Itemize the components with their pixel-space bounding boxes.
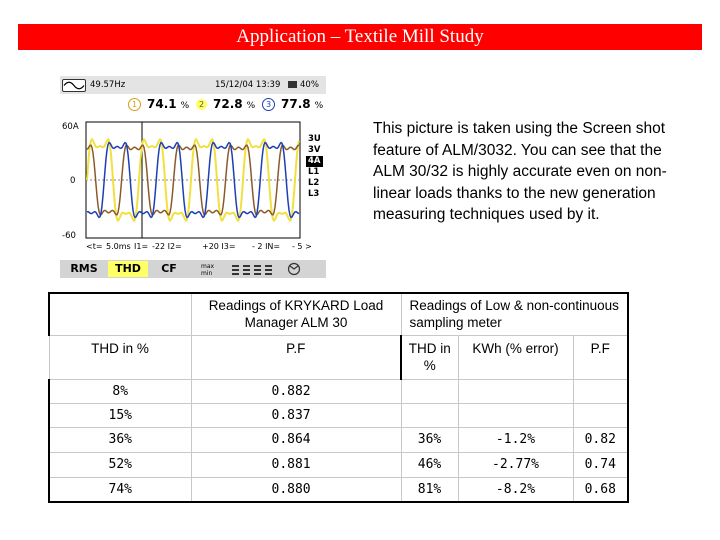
side-label-l1[interactable]: L1 <box>308 167 320 177</box>
description-text: This picture is taken using the Screen s… <box>373 120 667 223</box>
row-pf: 0.837 <box>190 402 402 428</box>
cursor-time-value: 5.0ms <box>106 242 131 251</box>
svg-text:max: max <box>201 263 215 270</box>
row-kwh: -2.77% <box>457 451 574 478</box>
row-pf2 <box>572 402 629 428</box>
waveform-yellow <box>86 137 300 223</box>
col-thd2-header: THD in % <box>400 334 459 380</box>
settings-dial-icon[interactable] <box>284 262 304 276</box>
row-thd: 36% <box>48 426 192 453</box>
table-row: 36% 0.864 36% -1.2% 0.82 <box>48 426 629 453</box>
row-pf: 0.881 <box>190 451 402 478</box>
col-pf2-header: P.F <box>572 334 629 380</box>
cursor-i1-value: I1= <box>134 242 149 251</box>
table-header-row: Readings of KRYKARD Load Manager ALM 30 … <box>48 292 629 336</box>
row-pf2: 0.74 <box>572 451 629 478</box>
row-pf: 0.882 <box>190 378 402 404</box>
battery-readout: 40% <box>300 80 319 90</box>
analyzer-status-bar: 49.57Hz 15/12/04 13:39 40% <box>60 76 326 94</box>
col-kwh-header: KWh (% error) <box>457 334 574 380</box>
row-thd2 <box>400 378 459 404</box>
waveform-brown <box>86 144 300 216</box>
row-pf2 <box>572 378 629 404</box>
channel-3-unit: % <box>314 101 324 111</box>
channel-selector[interactable]: 3U 3V 4A L1 L2 L3 <box>306 134 323 200</box>
side-label-3u[interactable]: 3U <box>308 134 321 144</box>
side-label-l2[interactable]: L2 <box>308 178 320 188</box>
row-pf: 0.880 <box>190 476 402 503</box>
channel-1-unit: % <box>180 101 190 111</box>
cursor-in-value: - 2 IN= <box>252 242 281 251</box>
side-label-4a[interactable]: 4A <box>306 156 323 167</box>
channel-1-badge: 1 <box>128 98 141 111</box>
row-kwh <box>457 378 574 404</box>
table-row: 74% 0.880 81% -8.2% 0.68 <box>48 476 629 503</box>
row-thd2: 36% <box>400 426 459 453</box>
cursor-i3-value: +20 I3= <box>202 242 236 251</box>
col-thd-header: THD in % <box>48 334 192 380</box>
channel-2-unit: % <box>246 101 256 111</box>
table-row: 15% 0.837 <box>48 402 629 428</box>
y-axis-bottom-label: -60 <box>62 231 76 241</box>
row-kwh: -1.2% <box>457 426 574 453</box>
cursor-i2-value: -22 I2= <box>152 242 182 251</box>
max-min-icon[interactable]: max min <box>200 262 226 277</box>
comparison-table: Readings of KRYKARD Load Manager ALM 30 … <box>48 292 629 503</box>
rms-button[interactable]: RMS <box>70 262 98 275</box>
row-thd: 8% <box>48 378 192 404</box>
row-thd: 52% <box>48 451 192 478</box>
sine-wave-icon <box>62 79 86 92</box>
cf-button[interactable]: CF <box>161 262 177 275</box>
table-row: 8% 0.882 <box>48 378 629 404</box>
harmonic-bars-icon[interactable] <box>230 262 274 276</box>
waveform-blue <box>86 141 300 219</box>
row-thd2: 81% <box>400 476 459 503</box>
table-row: 52% 0.881 46% -2.77% 0.74 <box>48 451 629 478</box>
datetime-readout: 15/12/04 13:39 <box>215 80 281 90</box>
row-thd: 74% <box>48 476 192 503</box>
mode-button-row: RMS THD CF max min <box>60 260 326 278</box>
channel-2-reading: 2 72.8% <box>196 96 255 114</box>
y-axis-zero-label: 0 <box>70 176 76 186</box>
col-pf-header: P.F <box>190 334 402 380</box>
channel-1-reading: 1 74.1% <box>128 96 189 114</box>
frequency-readout: 49.57Hz <box>90 80 126 90</box>
row-kwh: -8.2% <box>457 476 574 503</box>
analyzer-screenshot: 49.57Hz 15/12/04 13:39 40% 1 74.1% 2 72.8%… <box>60 76 326 280</box>
row-pf2: 0.82 <box>572 426 629 453</box>
y-axis-top-label: 60A <box>62 122 79 132</box>
row-thd2: 46% <box>400 451 459 478</box>
channel-2-value: 72.8 <box>213 97 243 111</box>
side-label-l3[interactable]: L3 <box>308 189 320 199</box>
waveform-plot <box>85 121 301 239</box>
header-low-sampling: Readings of Low & non-continuous samplin… <box>400 292 629 336</box>
thd-button[interactable]: THD <box>108 261 148 277</box>
channel-1-value: 74.1 <box>147 97 177 111</box>
svg-text:min: min <box>201 270 213 276</box>
channel-3-reading: 3 77.8% <box>262 96 323 114</box>
table-subheader-row: THD in % P.F THD in % KWh (% error) P.F <box>48 334 629 380</box>
channel-2-badge: 2 <box>196 99 207 110</box>
row-thd: 15% <box>48 402 192 428</box>
cursor-t-label: <t= <box>86 242 103 251</box>
row-kwh <box>457 402 574 428</box>
channel-readings: 1 74.1% 2 72.8% 3 77.8% <box>60 96 326 112</box>
channel-3-badge: 3 <box>262 98 275 111</box>
battery-icon <box>288 81 297 88</box>
row-thd2 <box>400 402 459 428</box>
header-empty-cell <box>48 292 192 336</box>
channel-3-value: 77.8 <box>281 97 311 111</box>
header-krykard: Readings of KRYKARD Load Manager ALM 30 <box>190 292 402 336</box>
cursor-last-value: - 5 > <box>292 242 312 251</box>
row-pf: 0.864 <box>190 426 402 453</box>
side-label-3v[interactable]: 3V <box>308 145 321 155</box>
row-pf2: 0.68 <box>572 476 629 503</box>
page-title: Application – Textile Mill Study <box>18 24 702 50</box>
